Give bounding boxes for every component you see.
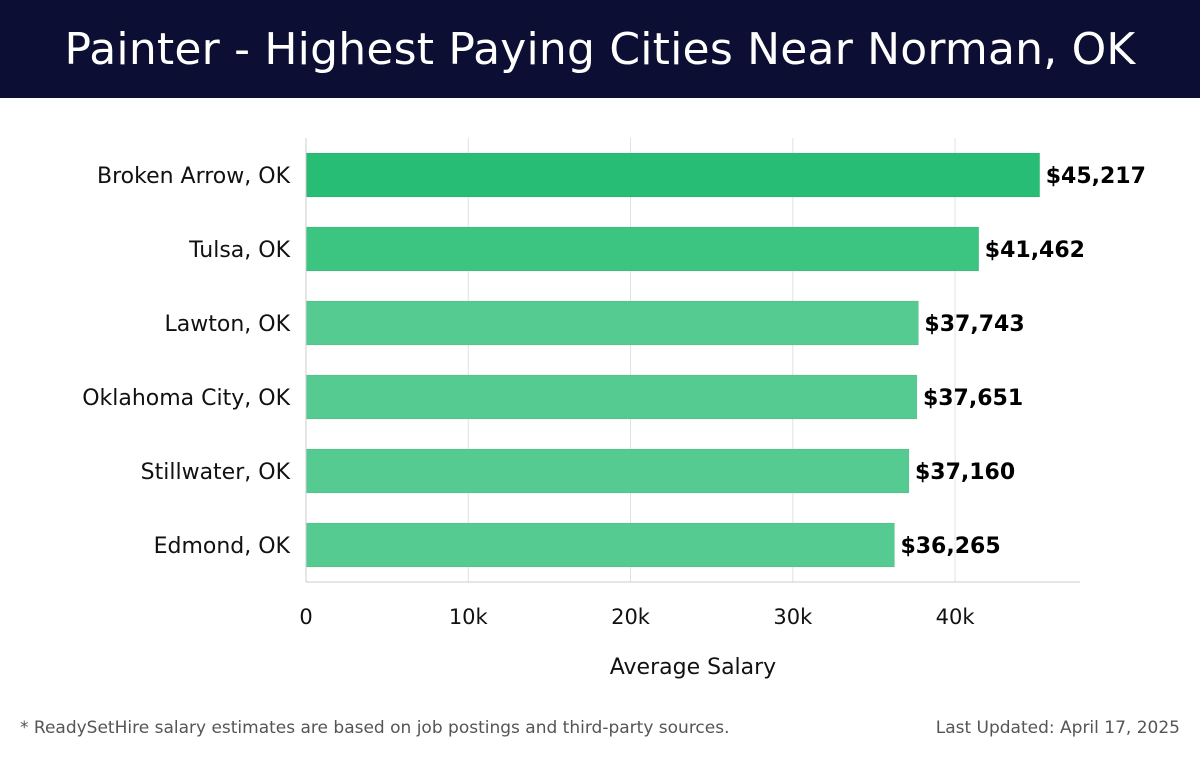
labels: 0 10k 20k 30k 40k Broken Arrow, OK $45,217 Tuls… [82, 164, 1146, 629]
bar [305, 300, 919, 346]
bar [305, 226, 980, 272]
chart-title: Painter - Highest Paying Cities Near Nor… [64, 23, 1136, 75]
bar [305, 522, 895, 568]
bars [305, 152, 1041, 568]
category-label: Lawton, OK [165, 312, 291, 337]
value-label: $36,265 [900, 534, 1000, 559]
x-tick-label: 30k [773, 605, 813, 629]
x-tick-label: 0 [299, 605, 312, 629]
chart-header: Painter - Highest Paying Cities Near Nor… [0, 0, 1200, 98]
x-axis-title: Average Salary [610, 655, 776, 680]
x-tick-label: 40k [936, 605, 976, 629]
category-label: Edmond, OK [154, 534, 291, 559]
category-label: Oklahoma City, OK [82, 386, 290, 411]
x-tick-label: 20k [611, 605, 651, 629]
bar [305, 374, 918, 420]
last-updated: Last Updated: April 17, 2025 [935, 718, 1180, 738]
bar [305, 152, 1041, 198]
bar [305, 448, 910, 494]
value-label: $37,651 [923, 386, 1023, 411]
axes [305, 138, 1080, 583]
value-label: $45,217 [1046, 164, 1146, 189]
category-label: Tulsa, OK [188, 238, 290, 263]
value-label: $37,743 [924, 312, 1024, 337]
value-label: $41,462 [985, 238, 1085, 263]
value-label: $37,160 [915, 460, 1015, 485]
grid-lines [467, 138, 956, 582]
category-label: Broken Arrow, OK [97, 164, 291, 189]
x-tick-label: 10k [449, 605, 489, 629]
category-label: Stillwater, OK [141, 460, 291, 485]
footer-note: * ReadySetHire salary estimates are base… [20, 718, 730, 738]
